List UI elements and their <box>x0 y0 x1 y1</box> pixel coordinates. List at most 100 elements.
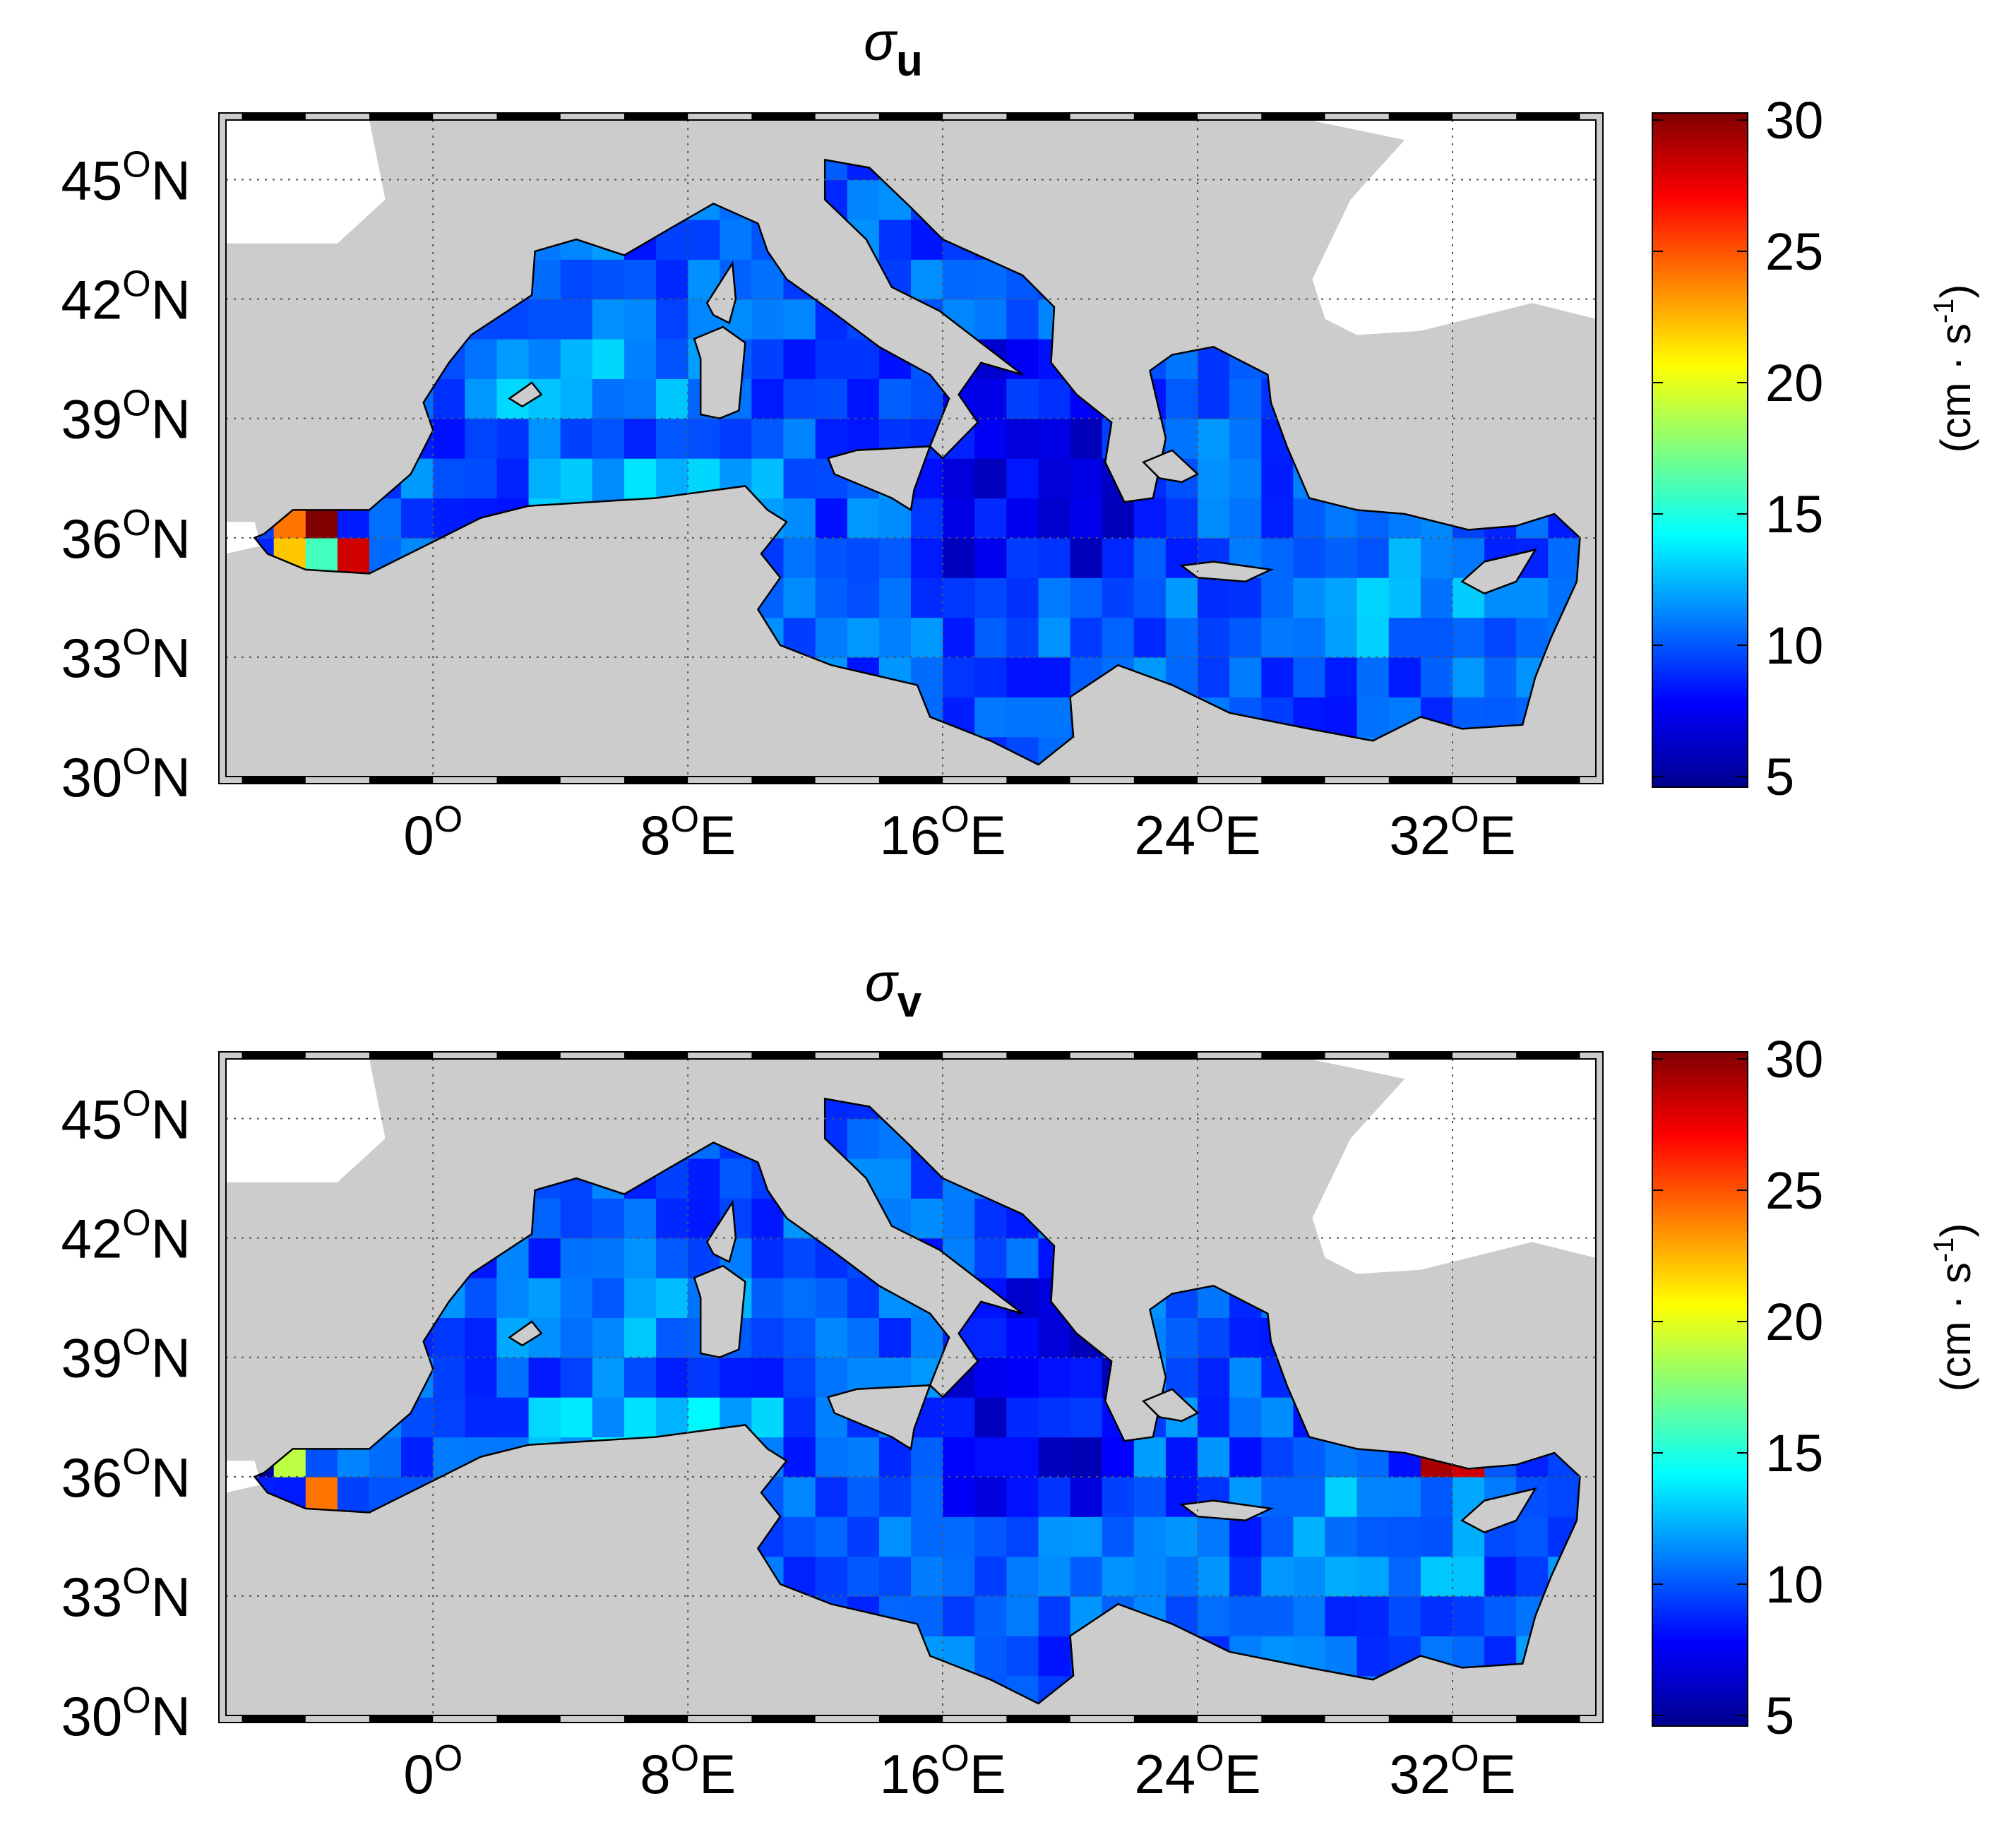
grid-cell <box>1516 1516 1549 1557</box>
grid-cell <box>783 537 816 578</box>
grid-cell <box>847 577 880 618</box>
colorbar-tick-label: 25 <box>1765 1161 1823 1220</box>
frame-tick <box>878 113 943 120</box>
frame-tick <box>1006 1052 1070 1059</box>
grid-cell <box>528 1278 561 1318</box>
grid-cell <box>1006 577 1039 618</box>
grid-cell <box>1102 577 1135 618</box>
island <box>1142 1388 1200 1422</box>
gridlines <box>226 1059 1596 1715</box>
grid-cell <box>878 1556 912 1597</box>
grid-cell <box>592 458 625 499</box>
frame-tick <box>1261 1715 1325 1723</box>
grid-cell <box>943 577 975 618</box>
grid-cell <box>465 458 498 499</box>
grid-cell <box>751 418 785 459</box>
grid-cell <box>1325 1595 1358 1636</box>
grid-cell <box>974 657 1007 697</box>
grid-cell <box>1006 1357 1039 1398</box>
grid-cell <box>943 1516 975 1557</box>
frame-tick <box>1133 113 1198 120</box>
frame-tick <box>1516 1715 1580 1723</box>
colorbar-tick-label: 15 <box>1765 485 1823 544</box>
grid-cell <box>1102 498 1135 539</box>
frame-tick <box>1388 777 1453 784</box>
grid-cell <box>433 458 465 499</box>
grid-cell <box>1356 1595 1390 1636</box>
grid-cell <box>815 1437 848 1478</box>
island <box>705 260 737 325</box>
grid-cell <box>974 1636 1007 1677</box>
panel-sigma-u: σu 45ON 42ON 39ON 36ON 33ON 30ON 0O 8OE 16OE 24O… <box>61 12 1979 866</box>
grid-cell <box>624 1278 657 1318</box>
frame-tick <box>369 777 434 784</box>
grid-cell <box>401 1437 434 1478</box>
grid-cell <box>974 1238 1007 1278</box>
grid-cell <box>1388 537 1421 578</box>
grid-cell <box>1325 1476 1358 1517</box>
grid-cell <box>592 1278 625 1318</box>
frame-tick <box>751 777 816 784</box>
grid-cell <box>1006 1278 1039 1318</box>
grid-cell <box>783 577 816 618</box>
grid-cell <box>1356 1476 1390 1517</box>
grid-cell <box>1356 577 1390 618</box>
grid-cell <box>847 1437 880 1478</box>
grid-cell <box>592 1238 625 1278</box>
grid-cell <box>751 1278 785 1318</box>
frame-tick <box>369 113 434 120</box>
latitude-labels: 45ON 42ON 39ON 36ON 33ON 30ON <box>61 1084 191 1747</box>
frame-tick <box>1516 1052 1580 1059</box>
grid-cell <box>1070 1476 1103 1517</box>
coastline <box>253 1097 1581 1705</box>
grid-cell <box>1325 537 1358 578</box>
grid-cell <box>592 1317 625 1358</box>
grid-cell <box>1356 537 1390 578</box>
grid-cell <box>1198 498 1230 539</box>
grid-cell <box>878 1317 912 1358</box>
grid-cell <box>1165 1317 1198 1358</box>
grid-cell <box>560 259 593 300</box>
grid-cell <box>974 458 1007 499</box>
grid-cell <box>1261 498 1294 539</box>
grid-cell <box>1388 1476 1421 1517</box>
island <box>693 325 746 420</box>
atlantic-patch <box>226 120 386 244</box>
grid-cell <box>656 299 688 340</box>
grid-cell <box>1006 378 1039 419</box>
grid-cell <box>1038 1476 1071 1517</box>
lon-label: 8OE <box>640 799 736 866</box>
frame-tick <box>751 1715 816 1723</box>
grid-cell <box>1261 1397 1294 1438</box>
grid-cell <box>1293 657 1326 697</box>
grid-cell <box>1548 537 1580 578</box>
grid-cell <box>751 1238 785 1278</box>
grid-cell <box>878 1158 912 1199</box>
grid-cell <box>1420 617 1453 658</box>
grid-cell <box>1198 1357 1230 1398</box>
frame-tick <box>1133 777 1198 784</box>
grid-cell <box>1038 1556 1071 1597</box>
frame-tick <box>369 1715 434 1723</box>
grid-cell <box>688 1158 720 1199</box>
grid-cell <box>1038 537 1071 578</box>
grid-cell <box>465 1397 498 1438</box>
grid-cell <box>1038 697 1071 738</box>
grid-cell <box>1133 617 1167 658</box>
grid-cell <box>528 458 561 499</box>
grid-cell <box>1229 418 1262 459</box>
frame-tick <box>1388 1052 1453 1059</box>
grid-cell <box>433 1357 465 1398</box>
frame-tick <box>1261 777 1325 784</box>
grid-cell <box>974 1595 1007 1636</box>
grid-cell <box>1261 1556 1294 1597</box>
grid-cell <box>943 1198 975 1239</box>
island <box>508 381 543 408</box>
grid-cell <box>751 1397 785 1438</box>
grid-cell <box>688 219 720 260</box>
frame-tick <box>496 1052 561 1059</box>
coastline <box>253 158 1581 766</box>
grid-cell <box>1006 1238 1039 1278</box>
grid-cell <box>974 697 1007 738</box>
grid-cell <box>943 1476 975 1517</box>
